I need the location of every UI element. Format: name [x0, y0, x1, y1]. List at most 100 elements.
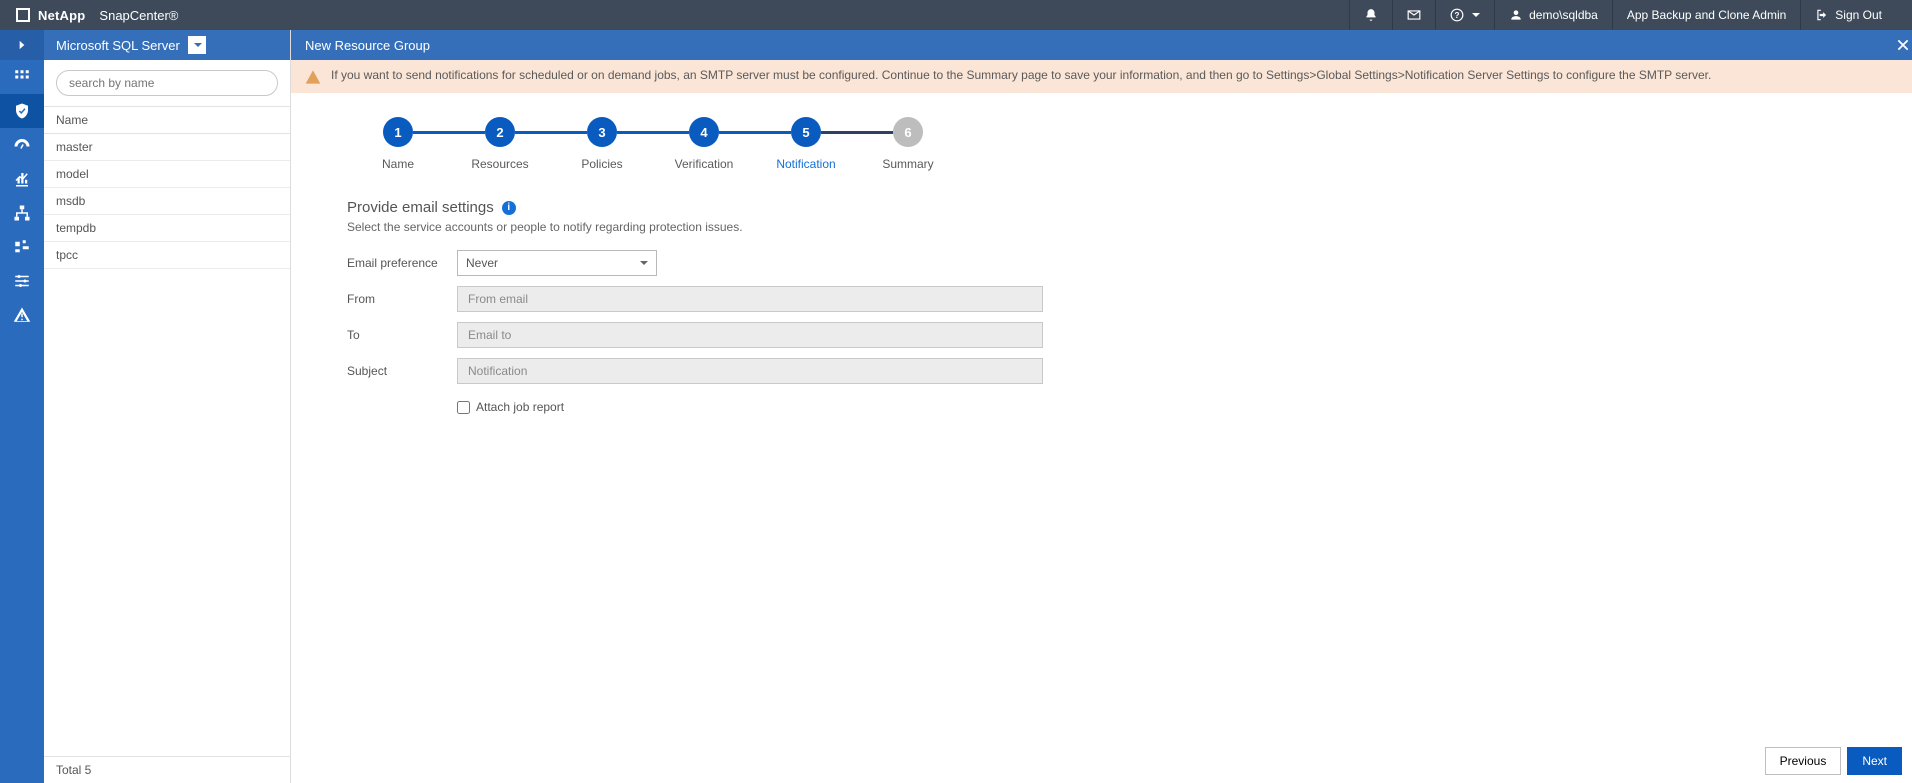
user-icon: [1509, 8, 1523, 22]
chart-icon: [13, 170, 31, 188]
section-title-row: Provide email settings i: [347, 199, 1856, 216]
step-policies[interactable]: 3 Policies: [551, 117, 653, 171]
plugin-selected-label: Microsoft SQL Server: [56, 38, 180, 53]
attach-report-label: Attach job report: [476, 400, 564, 414]
previous-label: Previous: [1780, 754, 1827, 768]
blocks-icon: [13, 238, 31, 256]
shield-check-icon: [13, 102, 31, 120]
nav-monitor[interactable]: [0, 128, 44, 162]
step-name[interactable]: 1 Name: [347, 117, 449, 171]
step-resources[interactable]: 2 Resources: [449, 117, 551, 171]
role-label: App Backup and Clone Admin: [1627, 8, 1786, 22]
signout-button[interactable]: Sign Out: [1800, 0, 1896, 30]
subject-input[interactable]: [457, 358, 1043, 384]
wizard-stepper: 1 Name 2 Resources 3 Policies 4 Verifica…: [347, 117, 1856, 171]
grid-icon: [13, 68, 31, 86]
wizard-footer: Previous Next: [1765, 747, 1902, 775]
bell-icon: [1364, 8, 1378, 22]
page-title-bar: New Resource Group: [291, 30, 1912, 60]
user-menu[interactable]: demo\sqldba: [1494, 0, 1612, 30]
email-preference-select[interactable]: Never: [457, 250, 657, 276]
nav-resources[interactable]: [0, 94, 44, 128]
step-number: 2: [485, 117, 515, 147]
brand-product: SnapCenter®: [99, 8, 178, 23]
previous-button[interactable]: Previous: [1765, 747, 1842, 775]
email-preference-value: Never: [466, 256, 498, 270]
step-notification[interactable]: 5 Notification: [755, 117, 857, 171]
nav-hosts[interactable]: [0, 196, 44, 230]
plugin-dropdown-button[interactable]: [188, 36, 206, 54]
warning-icon: [305, 69, 321, 85]
help-button[interactable]: ?: [1435, 0, 1494, 30]
chevron-right-icon: [15, 38, 29, 52]
nav-settings[interactable]: [0, 264, 44, 298]
to-label: To: [347, 328, 457, 342]
step-label: Name: [382, 157, 414, 171]
rail-collapse-button[interactable]: [0, 30, 44, 60]
signout-label: Sign Out: [1835, 8, 1882, 22]
hierarchy-icon: [13, 204, 31, 222]
alert-icon: [13, 306, 31, 324]
page-title: New Resource Group: [305, 38, 430, 53]
step-verification[interactable]: 4 Verification: [653, 117, 755, 171]
search-input[interactable]: [56, 70, 278, 96]
attach-report-checkbox[interactable]: [457, 401, 470, 414]
step-summary[interactable]: 6 Summary: [857, 117, 959, 171]
list-item[interactable]: master: [44, 134, 290, 161]
resource-total: Total 5: [44, 756, 290, 783]
nav-rail: [0, 30, 44, 783]
list-item[interactable]: tempdb: [44, 215, 290, 242]
step-label: Notification: [776, 157, 835, 171]
list-item-label: tpcc: [56, 248, 78, 262]
to-input[interactable]: [457, 322, 1043, 348]
list-item[interactable]: msdb: [44, 188, 290, 215]
section-subtitle: Select the service accounts or people to…: [347, 220, 1856, 234]
info-icon[interactable]: i: [502, 201, 516, 215]
user-label: demo\sqldba: [1529, 8, 1598, 22]
nav-dashboard[interactable]: [0, 60, 44, 94]
brand: NetApp SnapCenter®: [16, 8, 178, 23]
nav-storage[interactable]: [0, 230, 44, 264]
email-preference-label: Email preference: [347, 256, 457, 270]
mail-icon: [1407, 8, 1421, 22]
next-label: Next: [1862, 754, 1887, 768]
list-item-label: msdb: [56, 194, 85, 208]
nav-alerts[interactable]: [0, 298, 44, 332]
step-label: Policies: [581, 157, 622, 171]
notifications-button[interactable]: [1349, 0, 1392, 30]
chevron-down-icon: [640, 261, 648, 265]
netapp-logo-icon: [16, 8, 30, 22]
column-header-name[interactable]: Name: [44, 106, 290, 134]
resource-panel: Microsoft SQL Server Name master model m…: [44, 30, 291, 783]
next-button[interactable]: Next: [1847, 747, 1902, 775]
gauge-icon: [13, 136, 31, 154]
step-number: 3: [587, 117, 617, 147]
help-icon: ?: [1450, 8, 1464, 22]
step-number: 4: [689, 117, 719, 147]
svg-text:?: ?: [1455, 11, 1460, 20]
step-label: Summary: [882, 157, 933, 171]
topbar: NetApp SnapCenter® ? demo\sqldba App Bac…: [0, 0, 1912, 30]
nav-reports[interactable]: [0, 162, 44, 196]
subject-label: Subject: [347, 364, 457, 378]
smtp-warning-banner: If you want to send notifications for sc…: [291, 60, 1912, 93]
step-number: 5: [791, 117, 821, 147]
step-number: 1: [383, 117, 413, 147]
step-number: 6: [893, 117, 923, 147]
brand-company: NetApp: [38, 8, 85, 23]
role-label-container[interactable]: App Backup and Clone Admin: [1612, 0, 1800, 30]
close-button[interactable]: [1894, 30, 1912, 60]
list-item-label: tempdb: [56, 221, 96, 235]
banner-text: If you want to send notifications for sc…: [331, 68, 1711, 82]
list-item-label: model: [56, 167, 89, 181]
list-item[interactable]: tpcc: [44, 242, 290, 269]
messages-button[interactable]: [1392, 0, 1435, 30]
section-title: Provide email settings: [347, 199, 494, 216]
chevron-down-icon: [1472, 13, 1480, 17]
list-item-label: master: [56, 140, 93, 154]
step-label: Verification: [675, 157, 734, 171]
main-content: New Resource Group If you want to send n…: [291, 30, 1912, 783]
list-item[interactable]: model: [44, 161, 290, 188]
close-icon: [1896, 38, 1910, 52]
from-input[interactable]: [457, 286, 1043, 312]
